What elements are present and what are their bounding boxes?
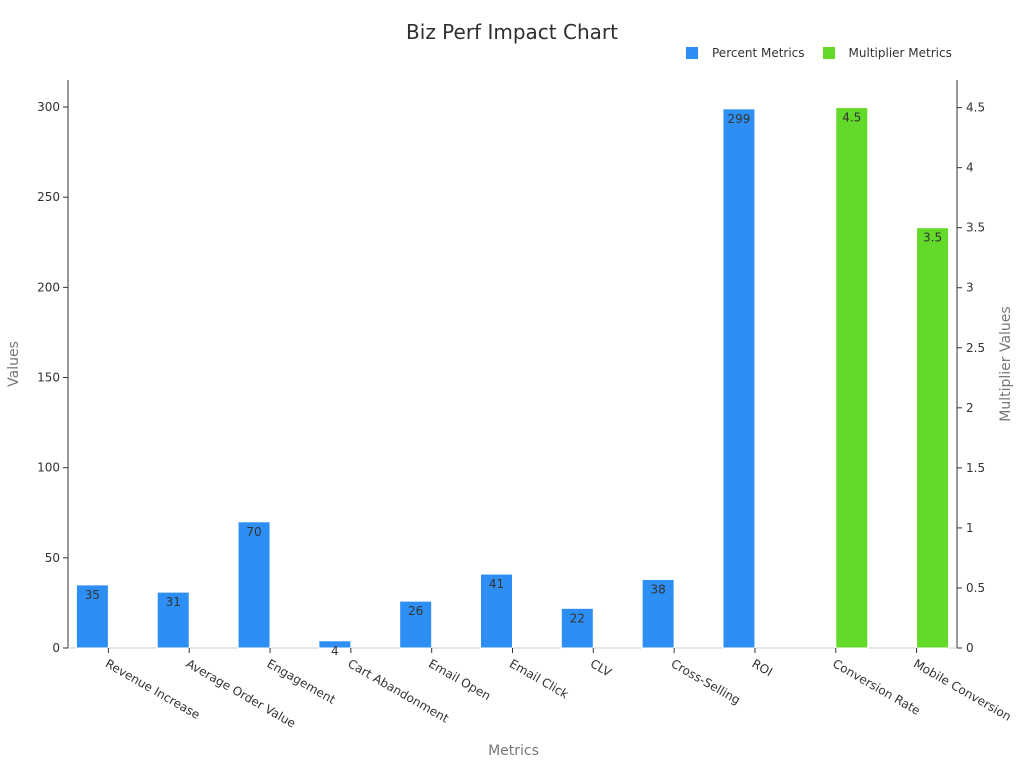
y2-tick-label: 1 [966, 521, 974, 535]
bar-percent [722, 108, 756, 649]
data-label: 70 [246, 525, 261, 539]
y2-tick-label: 0.5 [966, 581, 985, 595]
x-tick-label: Engagement [265, 656, 339, 707]
y2-tick-label: 0 [966, 641, 974, 655]
y2-tick-label: 2 [966, 401, 974, 415]
legend-label-percent: Percent Metrics [712, 46, 805, 60]
bar-percent [399, 600, 433, 649]
y2-tick-label: 4 [966, 161, 974, 175]
y2-tick-label: 1.5 [966, 461, 985, 475]
data-label: 35 [85, 588, 100, 602]
y-tick-label: 250 [37, 190, 60, 204]
legend-item-multiplier: Multiplier Metrics [822, 46, 952, 60]
bar-percent [641, 578, 675, 649]
bar-percent [156, 591, 190, 649]
x-tick-label: Mobile Conversion [911, 656, 1014, 723]
y2-tick-label: 2.5 [966, 341, 985, 355]
y-tick-label: 200 [37, 280, 60, 294]
data-label: 299 [728, 112, 751, 126]
bar-multiplier [835, 107, 869, 649]
x-tick-label: Email Open [426, 656, 493, 703]
data-label: 4.5 [842, 111, 861, 125]
data-label: 26 [408, 604, 423, 618]
y2-tick-label: 3.5 [966, 221, 985, 235]
legend-swatch-multiplier [822, 47, 835, 59]
bar-percent [75, 584, 109, 649]
bar-percent [237, 521, 271, 649]
data-label: 31 [166, 595, 181, 609]
data-label: 38 [650, 582, 665, 596]
data-label: 4 [331, 644, 339, 658]
y-tick-label: 100 [37, 461, 60, 475]
legend: Percent Metrics Multiplier Metrics [686, 46, 970, 60]
y-tick-label: 150 [37, 371, 60, 385]
bar-percent [480, 573, 513, 649]
legend-item-percent: Percent Metrics [686, 46, 805, 60]
y-tick-label: 0 [52, 641, 60, 655]
x-tick-label: ROI [749, 656, 774, 679]
data-label: 22 [570, 611, 585, 625]
bar-percent [560, 607, 594, 649]
x-tick-label: Conversion Rate [830, 656, 922, 717]
x-tick-label: CLV [588, 656, 615, 679]
y2-tick-label: 4.5 [966, 101, 985, 115]
x-tick-label: Email Click [507, 656, 571, 701]
y-axis-title: Values [6, 341, 22, 387]
legend-swatch-percent [686, 47, 698, 59]
x-tick-label: Cross-Selling [669, 656, 743, 707]
bar-multiplier [916, 227, 950, 649]
data-label: 41 [489, 577, 504, 591]
y-tick-label: 50 [45, 551, 60, 565]
chart-title: Biz Perf Impact Chart [406, 20, 618, 44]
y2-axis-title: Multiplier Values [998, 306, 1014, 421]
bar-percent [318, 640, 352, 649]
legend-label-multiplier: Multiplier Metrics [848, 46, 952, 60]
y2-tick-label: 3 [966, 281, 974, 295]
x-axis-title: Metrics [488, 743, 539, 759]
y-tick-label: 300 [37, 100, 60, 114]
data-label: 3.5 [923, 231, 942, 245]
